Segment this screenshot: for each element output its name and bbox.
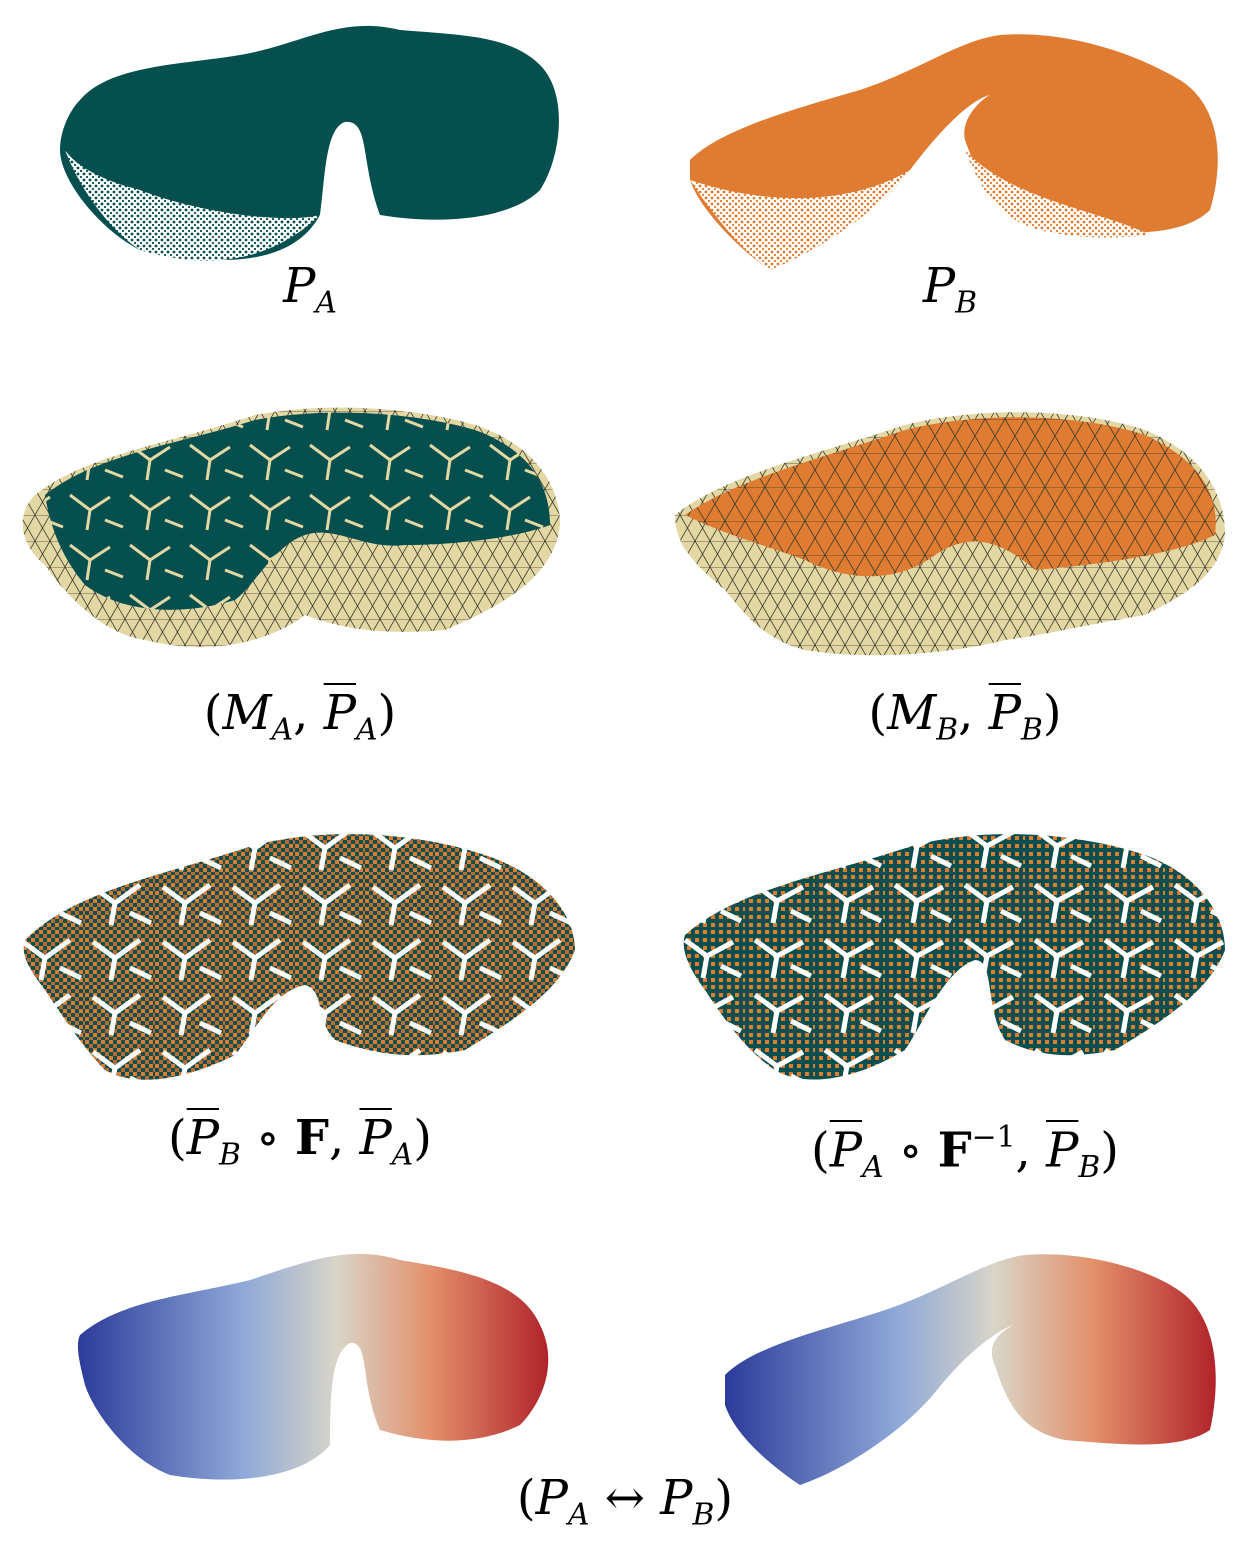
- mesh-b-with-points: [665, 385, 1235, 675]
- overlay-pa-warped-on-pb: [675, 820, 1230, 1095]
- caption-pb-f-pa: (PB ∘ F, PA): [167, 1110, 433, 1173]
- caption-pb: PB: [922, 258, 978, 321]
- point-cloud-a: [40, 10, 580, 280]
- mesh-a-with-points: [5, 385, 575, 675]
- caption-mb-pb: (MB, PB): [868, 685, 1062, 748]
- correspondence-colored-pb: [715, 1245, 1225, 1485]
- caption-ma-pa: (MA, PA): [203, 685, 397, 748]
- overlay-pb-warped-on-pa: [15, 820, 585, 1095]
- caption-pa-finv-pb: (PA ∘ F−1, PB): [811, 1120, 1119, 1185]
- point-cloud-b: [680, 10, 1225, 280]
- caption-pa-pb-correspondence: (PA ↔ PB): [516, 1470, 734, 1533]
- caption-pa: PA: [283, 258, 337, 321]
- correspondence-colored-pa: [60, 1245, 560, 1485]
